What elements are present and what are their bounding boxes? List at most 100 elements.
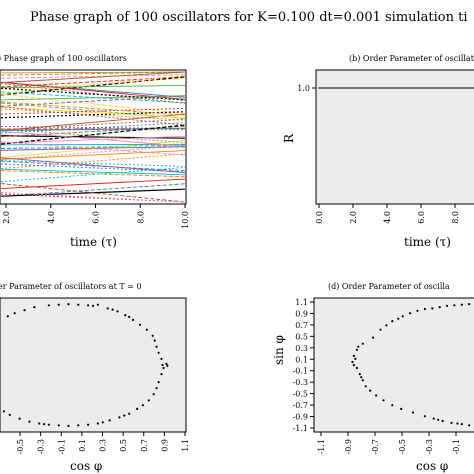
panel-d-point bbox=[441, 419, 444, 423]
panel-d-title: (d) Order Parameter of oscilla bbox=[328, 282, 450, 291]
phase-trajectory bbox=[0, 143, 186, 146]
panel-d-xtick-tick-label: -0.5 bbox=[398, 439, 407, 454]
panel-b-xtick-tick-label: 4.0 bbox=[383, 211, 392, 224]
phase-trajectory bbox=[0, 107, 186, 115]
panel-c-point bbox=[166, 364, 169, 367]
panel-d-points bbox=[351, 303, 471, 427]
panel-c-point bbox=[57, 303, 60, 306]
panel-d-point bbox=[397, 317, 400, 320]
panel-d-ytick-label: 0.3 bbox=[295, 344, 308, 353]
panel-c-point bbox=[106, 307, 109, 310]
panel-d-frame bbox=[313, 297, 474, 433]
panel-d-point bbox=[431, 307, 434, 310]
panel-c-point bbox=[111, 308, 114, 311]
panel-a-xlabel: time (τ) bbox=[70, 235, 117, 249]
panel-d-point bbox=[361, 379, 364, 382]
panel-c-point bbox=[91, 304, 95, 307]
panel-d-ylabel: sin φ bbox=[272, 335, 286, 365]
panel-c-point bbox=[8, 413, 11, 416]
panel-d-point bbox=[411, 411, 415, 414]
panel-c-xtick-tick-label: 0.7 bbox=[140, 439, 149, 452]
phase-trajectory bbox=[0, 71, 186, 76]
panel-b-xtick-tick-label: 8.0 bbox=[451, 211, 460, 224]
panel-c-point bbox=[57, 424, 60, 427]
panel-c-point bbox=[132, 318, 135, 321]
panel-d-point bbox=[468, 303, 471, 306]
panel-c-point bbox=[136, 407, 139, 410]
panel-d-point bbox=[369, 389, 372, 392]
phase-trajectory bbox=[0, 95, 186, 101]
panel-d-point bbox=[437, 418, 440, 421]
panel-d-point bbox=[375, 394, 378, 397]
panel-a-xtick-tick-label: 4.0 bbox=[47, 211, 56, 224]
panel-c-title: er Parameter of oscillators at T = 0 bbox=[0, 282, 142, 291]
panel-c-point bbox=[123, 414, 126, 417]
phase-trajectory bbox=[0, 178, 186, 189]
phase-trajectory bbox=[0, 74, 186, 95]
panel-d-point bbox=[354, 357, 357, 360]
panel-c-point bbox=[116, 310, 119, 313]
phase-trajectory bbox=[0, 127, 186, 132]
panel-a-trajectories bbox=[0, 71, 186, 203]
phase-trajectory bbox=[0, 87, 186, 101]
phase-trajectory bbox=[0, 153, 186, 170]
phase-trajectory bbox=[0, 128, 186, 144]
panel-d-ytick-label: 0.1 bbox=[295, 355, 308, 364]
panel-b-xlabel: time (τ) bbox=[404, 235, 451, 249]
panel-d-point bbox=[352, 363, 355, 367]
panel-d-point bbox=[432, 417, 435, 420]
panel-d-point bbox=[468, 424, 471, 427]
phase-trajectory bbox=[0, 135, 186, 144]
panel-d-xtick-tick-label: -0.1 bbox=[452, 439, 461, 454]
panel-a-xtick-tick-label: 6.0 bbox=[92, 211, 101, 224]
panel-c-xtick-tick-label: 0.1 bbox=[78, 439, 87, 452]
panel-c-point bbox=[160, 357, 163, 360]
panel-c-point bbox=[128, 315, 131, 318]
panel-b-title: (b) Order Parameter of oscillators bbox=[349, 54, 474, 63]
panel-d-point bbox=[453, 304, 456, 307]
panel-a: ) Phase graph of 100 oscillators 2.0 4.0 6… bbox=[0, 54, 190, 249]
panel-d-point bbox=[445, 304, 449, 307]
panel-b-xticks: 0.0 2.0 4.0 6.0 8.0 bbox=[315, 204, 460, 224]
panel-c-point bbox=[124, 314, 127, 317]
panel-c-xtick-tick-label: 0.5 bbox=[119, 439, 128, 452]
panel-c-xtick-tick-label: -0.5 bbox=[16, 439, 25, 454]
panel-d-point bbox=[423, 415, 426, 418]
panel-d-ytick-label: 0.9 bbox=[295, 309, 308, 318]
panel-c-point bbox=[96, 303, 99, 306]
panel-b-frame bbox=[315, 69, 474, 205]
panel-a-title: ) Phase graph of 100 oscillators bbox=[0, 54, 127, 63]
panel-c-point bbox=[47, 304, 51, 307]
panel-c-points bbox=[2, 303, 169, 427]
panel-c-point bbox=[23, 309, 26, 312]
phase-trajectory bbox=[0, 106, 186, 126]
panel-c-point bbox=[96, 422, 99, 425]
panel-d-point bbox=[400, 407, 403, 410]
panel-d-point bbox=[360, 376, 363, 379]
panel-d-point bbox=[358, 373, 361, 376]
panel-d-ytick-label: 0.7 bbox=[295, 321, 308, 330]
phase-trajectory bbox=[0, 93, 186, 115]
panel-d-xlabel: cos φ bbox=[416, 459, 448, 473]
panel-c-point bbox=[77, 303, 80, 306]
panel-c-point bbox=[157, 381, 160, 384]
panel-d-ytick-label: -0.7 bbox=[293, 401, 308, 410]
phase-trajectory bbox=[0, 130, 186, 147]
panel-d-point bbox=[409, 312, 412, 315]
panel-d-xtick-tick-label: -0.3 bbox=[425, 439, 434, 454]
phase-trajectory bbox=[0, 192, 186, 203]
panel-d-point bbox=[438, 306, 441, 309]
phase-trajectory bbox=[0, 71, 186, 84]
panel-c-point bbox=[47, 423, 51, 426]
panel-d-point bbox=[391, 404, 394, 407]
phase-trajectory bbox=[0, 150, 186, 160]
panel-c-point bbox=[141, 404, 144, 407]
phase-trajectory bbox=[0, 78, 186, 91]
panel-d-ytick-label: -0.1 bbox=[293, 367, 308, 376]
panel-d-yticks: 1.1 0.9 0.7 0.5 0.3 0.1 -0.1 -0.3 -0.5 -0.7 -0.9 -1… bbox=[293, 298, 314, 433]
panel-c-point bbox=[157, 351, 160, 354]
panel-c-point bbox=[43, 423, 46, 426]
phase-trajectory bbox=[0, 83, 186, 104]
panel-c-point bbox=[155, 345, 158, 348]
